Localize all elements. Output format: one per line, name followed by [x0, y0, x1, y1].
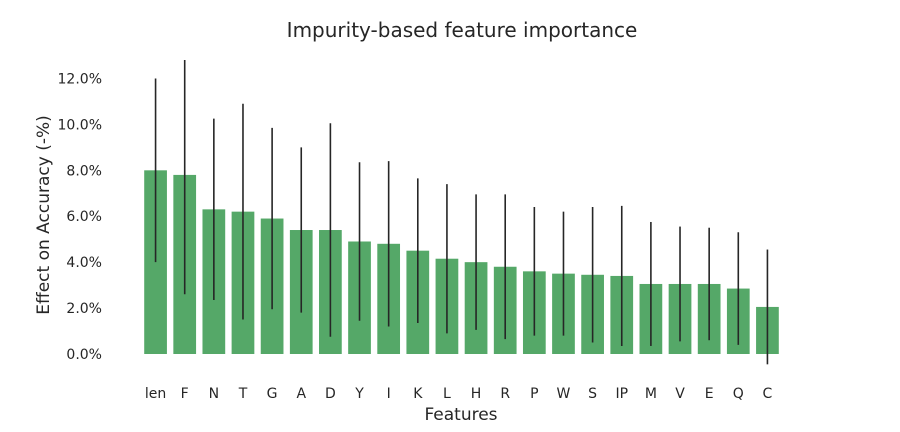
x-tick-label: I [387, 386, 391, 402]
x-tick-label: L [443, 386, 451, 402]
x-tick-label: D [325, 386, 336, 402]
y-tick-label: 4.0% [66, 255, 102, 271]
x-tick-label: len [145, 386, 166, 402]
y-axis-ticks: 0.0% 2.0% 4.0% 6.0% 8.0% 10.0% 12.0% [58, 71, 102, 363]
x-tick-label: G [267, 386, 278, 402]
x-axis-label: Features [424, 405, 497, 425]
x-tick-label: R [500, 386, 510, 402]
error-bars-group [154, 60, 769, 365]
y-tick-label: 6.0% [66, 209, 102, 225]
x-tick-label: F [181, 386, 189, 402]
y-axis-label: Effect on Accuracy (-%) [34, 115, 54, 314]
x-axis-ticks: len F N T G A D Y I K L H R P W S IP M V E Q C [145, 386, 773, 402]
y-tick-label: 12.0% [58, 71, 102, 87]
x-tick-label: W [557, 386, 571, 402]
bars-group [144, 170, 779, 354]
x-tick-label: IP [615, 386, 628, 402]
x-tick-label: K [413, 386, 423, 402]
x-tick-label: E [705, 386, 714, 402]
x-tick-label: M [645, 386, 657, 402]
x-tick-label: S [588, 386, 597, 402]
x-tick-label: Y [354, 386, 364, 402]
x-tick-label: H [471, 386, 482, 402]
x-tick-label: N [209, 386, 219, 402]
x-tick-label: A [296, 386, 306, 402]
y-tick-label: 0.0% [66, 347, 102, 363]
x-tick-label: P [530, 386, 538, 402]
y-tick-label: 2.0% [66, 301, 102, 317]
x-tick-label: V [675, 386, 685, 402]
y-tick-label: 8.0% [66, 163, 102, 179]
y-tick-label: 10.0% [58, 117, 102, 133]
x-tick-label: T [238, 386, 248, 402]
x-tick-label: Q [733, 386, 744, 402]
x-tick-label: C [763, 386, 773, 402]
chart-title: Impurity-based feature importance [287, 18, 638, 42]
